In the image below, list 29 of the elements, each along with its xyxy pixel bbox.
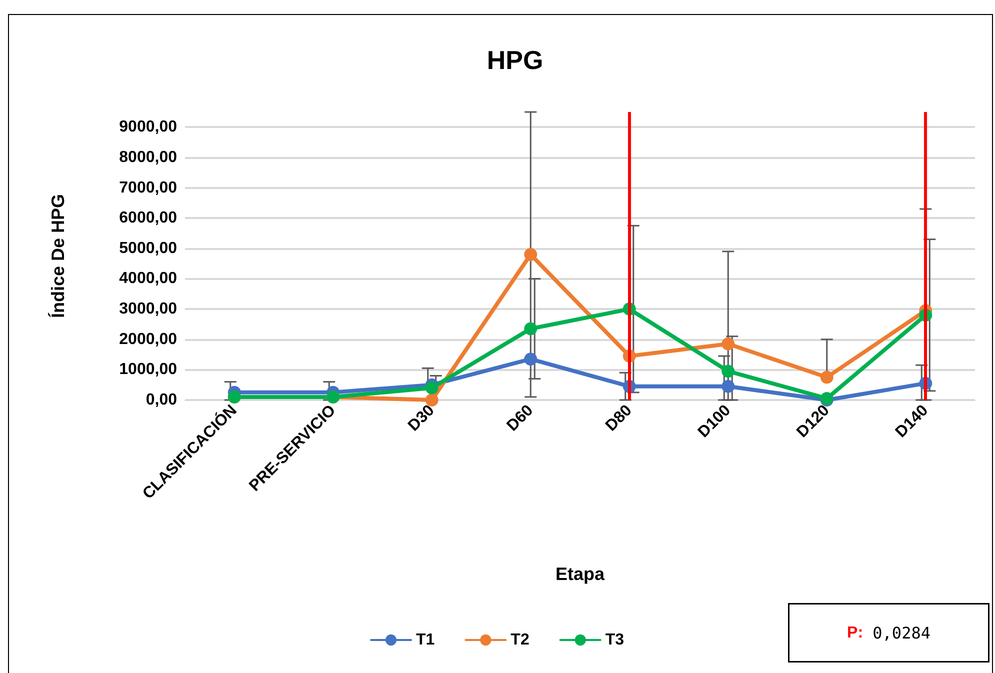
point [722,364,735,378]
point [722,380,735,393]
y-tick-label: 1000,00 [119,361,178,378]
chart-title: HPG [486,45,544,75]
x-axis-title: Etapa [555,564,606,584]
x-tick-label: D60 [504,402,537,435]
x-tick-label: D80 [602,402,636,435]
y-tick-label: 5000,00 [119,240,178,257]
y-tick-label: 4000,00 [119,270,178,288]
point [425,394,438,406]
legend-label: T2 [510,632,530,648]
y-tick-label: 7000,00 [119,179,178,196]
text: P: 0,0284 [847,623,930,642]
point [524,248,538,261]
y-tick-label: 9000,00 [119,118,178,136]
legend-label: T3 [605,632,624,648]
point [425,381,438,394]
legend-label: T1 [416,632,435,648]
point [820,370,834,384]
y-tick-label: 6000,00 [119,210,178,227]
point [524,322,538,336]
point [524,352,538,366]
y-tick-label: 0,00 [146,392,178,408]
y-tick-label: 2000,00 [119,330,178,348]
y-tick-label: 3000,00 [119,300,178,318]
y-axis-title: Índice De HPG [48,194,68,318]
point [722,337,735,350]
x-tick-label: D30 [405,402,438,435]
y-tick-label: 8000,00 [119,148,178,166]
